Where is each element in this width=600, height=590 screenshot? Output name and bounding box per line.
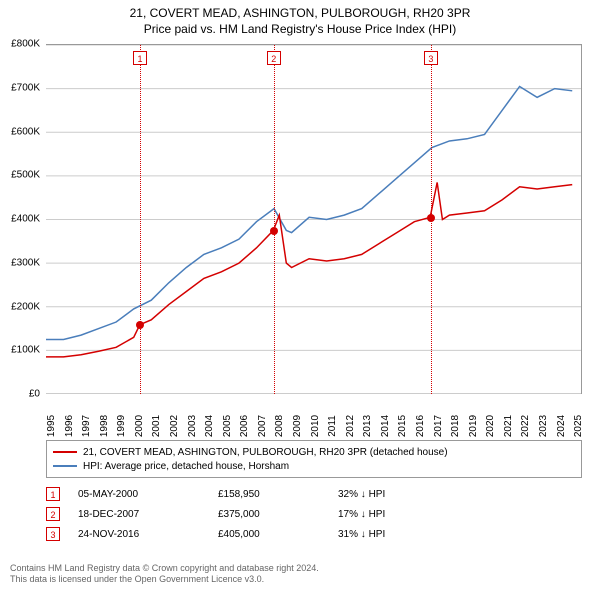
x-tick-label: 1996	[64, 415, 75, 437]
legend-item: HPI: Average price, detached house, Hors…	[53, 459, 575, 473]
event-id-box: 2	[46, 507, 60, 521]
event-delta: 17% ↓ HPI	[338, 509, 582, 520]
events-table: 1 05-MAY-2000£158,95032% ↓ HPI 2 18-DEC-200…	[46, 484, 582, 544]
event-marker-box-3: 3	[424, 51, 438, 65]
x-tick-label: 2009	[292, 415, 303, 437]
x-tick-label: 2005	[222, 415, 233, 437]
y-tick-label: £600K	[11, 126, 40, 137]
y-tick-label: £300K	[11, 257, 40, 268]
x-tick-label: 2025	[573, 415, 584, 437]
chart-area: 1 2 3	[46, 44, 582, 394]
event-row: 3 24-NOV-2016£405,00031% ↓ HPI	[46, 524, 582, 544]
x-tick-label: 2006	[239, 415, 250, 437]
x-tick-label: 2008	[274, 415, 285, 437]
event-marker-dot-1	[136, 321, 144, 329]
event-price: £405,000	[218, 529, 338, 540]
y-tick-label: £0	[29, 389, 40, 400]
attribution-line2: This data is licensed under the Open Gov…	[10, 574, 319, 586]
x-tick-label: 2001	[151, 415, 162, 437]
x-tick-label: 2015	[397, 415, 408, 437]
series-property	[46, 182, 572, 357]
legend: 21, COVERT MEAD, ASHINGTON, PULBOROUGH, …	[46, 440, 582, 478]
event-marker-box-2: 2	[267, 51, 281, 65]
y-axis: £0£100K£200K£300K£400K£500K£600K£700K£80…	[0, 44, 44, 394]
event-delta: 31% ↓ HPI	[338, 529, 582, 540]
x-tick-label: 2004	[204, 415, 215, 437]
x-tick-label: 2003	[187, 415, 198, 437]
chart-svg	[46, 45, 581, 394]
event-price: £375,000	[218, 509, 338, 520]
x-tick-label: 2012	[345, 415, 356, 437]
x-tick-label: 1999	[116, 415, 127, 437]
attribution-line1: Contains HM Land Registry data © Crown c…	[10, 563, 319, 575]
legend-swatch	[53, 451, 77, 453]
event-delta: 32% ↓ HPI	[338, 489, 582, 500]
x-tick-label: 2020	[485, 415, 496, 437]
event-marker-line-2	[274, 45, 275, 394]
title-subtitle: Price paid vs. HM Land Registry's House …	[0, 22, 600, 36]
event-price: £158,950	[218, 489, 338, 500]
x-tick-label: 2022	[520, 415, 531, 437]
x-tick-label: 2014	[380, 415, 391, 437]
x-tick-label: 2013	[362, 415, 373, 437]
x-tick-label: 2000	[134, 415, 145, 437]
legend-swatch	[53, 465, 77, 467]
event-marker-dot-3	[427, 214, 435, 222]
event-row: 1 05-MAY-2000£158,95032% ↓ HPI	[46, 484, 582, 504]
y-tick-label: £500K	[11, 170, 40, 181]
x-axis: 1995 1996 1997 1998 1999 2000 2001 2002 2003 2004…	[46, 398, 582, 438]
event-date: 05-MAY-2000	[78, 489, 218, 500]
x-tick-label: 1997	[81, 415, 92, 437]
x-tick-label: 2016	[415, 415, 426, 437]
title-block: 21, COVERT MEAD, ASHINGTON, PULBOROUGH, …	[0, 0, 600, 36]
title-address: 21, COVERT MEAD, ASHINGTON, PULBOROUGH, …	[0, 6, 600, 20]
event-marker-box-1: 1	[133, 51, 147, 65]
x-tick-label: 2024	[556, 415, 567, 437]
x-tick-label: 2002	[169, 415, 180, 437]
y-tick-label: £700K	[11, 82, 40, 93]
event-marker-line-1	[140, 45, 141, 394]
y-tick-label: £800K	[11, 39, 40, 50]
event-id-box: 1	[46, 487, 60, 501]
event-row: 2 18-DEC-2007£375,00017% ↓ HPI	[46, 504, 582, 524]
x-tick-label: 1998	[99, 415, 110, 437]
y-tick-label: £100K	[11, 345, 40, 356]
x-tick-label: 1995	[46, 415, 57, 437]
legend-item: 21, COVERT MEAD, ASHINGTON, PULBOROUGH, …	[53, 445, 575, 459]
event-date: 24-NOV-2016	[78, 529, 218, 540]
x-tick-label: 2021	[503, 415, 514, 437]
x-tick-label: 2007	[257, 415, 268, 437]
event-date: 18-DEC-2007	[78, 509, 218, 520]
legend-label: 21, COVERT MEAD, ASHINGTON, PULBOROUGH, …	[83, 447, 448, 458]
y-tick-label: £400K	[11, 214, 40, 225]
price-chart-container: 21, COVERT MEAD, ASHINGTON, PULBOROUGH, …	[0, 0, 600, 590]
x-tick-label: 2018	[450, 415, 461, 437]
legend-label: HPI: Average price, detached house, Hors…	[83, 461, 289, 472]
series-hpi	[46, 86, 572, 339]
x-tick-label: 2023	[538, 415, 549, 437]
attribution: Contains HM Land Registry data © Crown c…	[10, 563, 319, 586]
event-marker-dot-2	[270, 227, 278, 235]
event-id-box: 3	[46, 527, 60, 541]
y-tick-label: £200K	[11, 301, 40, 312]
x-tick-label: 2010	[310, 415, 321, 437]
x-tick-label: 2019	[468, 415, 479, 437]
x-tick-label: 2017	[433, 415, 444, 437]
x-tick-label: 2011	[327, 415, 338, 437]
